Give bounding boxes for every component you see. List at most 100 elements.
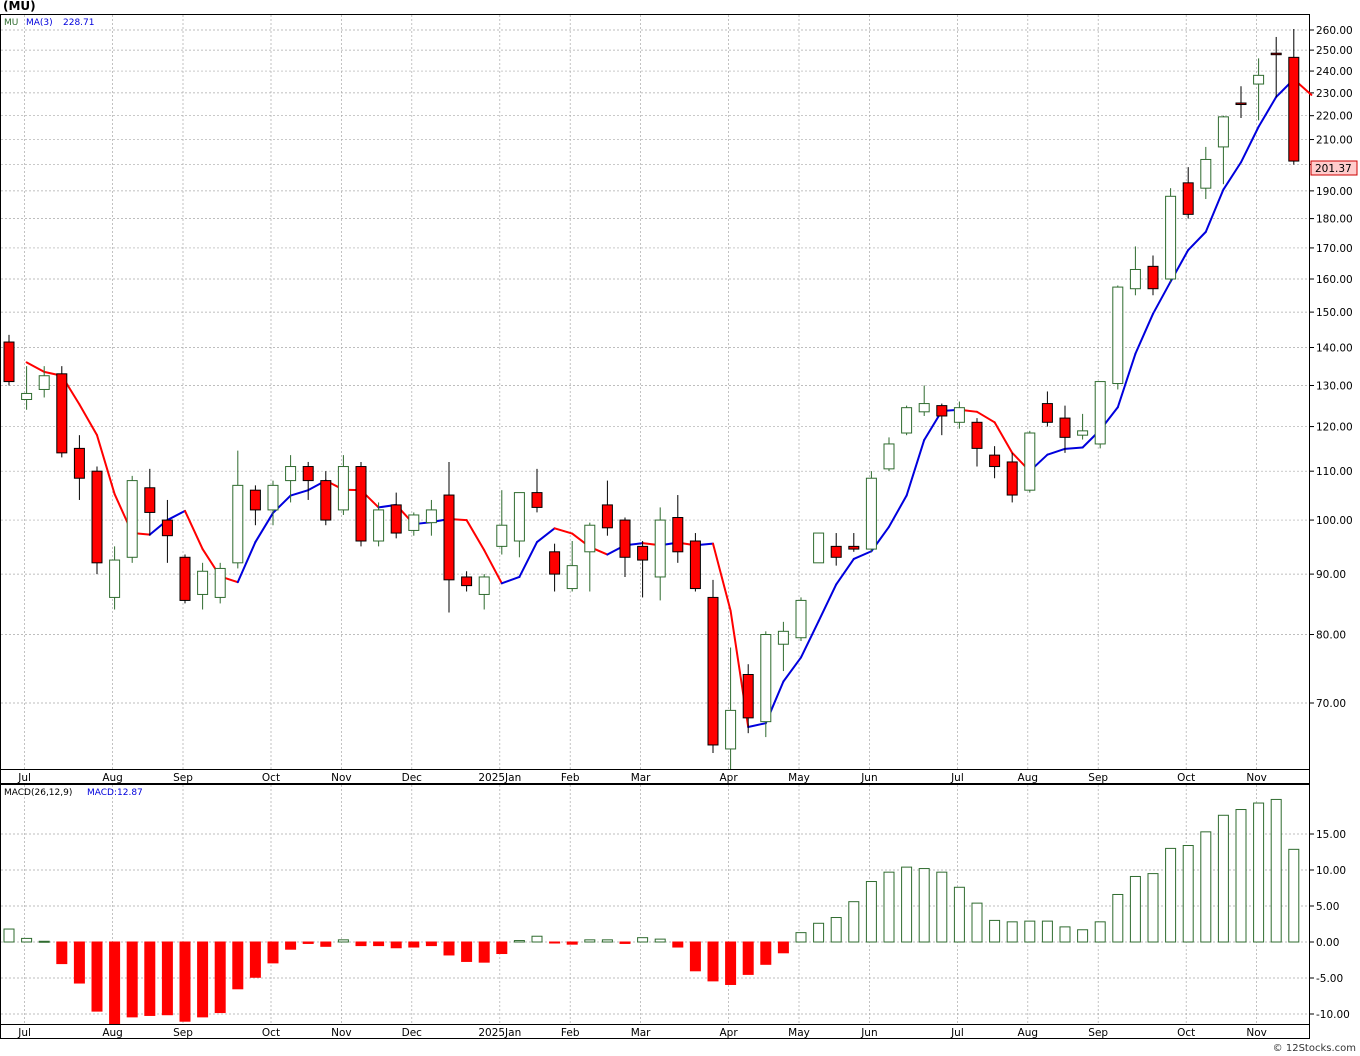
macd-tick-label: 0.00 [1316, 937, 1339, 949]
ma3-segment [500, 575, 521, 585]
ma3-segment [1134, 312, 1154, 355]
price-month-axis: Jul Aug Sep Oct Nov Dec 2025Jan Feb Mar Apr May Jun… [17, 772, 1267, 784]
month-label: 2025Jan [478, 1027, 521, 1039]
price-tick-label: 140.00 [1316, 342, 1353, 354]
month-label: May [788, 772, 810, 784]
candle-body [425, 509, 437, 524]
candle [249, 485, 261, 526]
macd-bar [566, 941, 578, 945]
price-tick-label: 240.00 [1316, 66, 1353, 78]
candle [777, 621, 789, 672]
candle [38, 366, 50, 398]
candle [1270, 36, 1282, 98]
candle [1182, 167, 1194, 219]
candle-body [619, 519, 631, 558]
ma3-segment [800, 620, 820, 659]
macd-bar [161, 941, 173, 1016]
macd-bar [637, 937, 649, 943]
candle [21, 366, 33, 410]
month-label: Apr [720, 1027, 739, 1039]
candle-body [971, 421, 983, 449]
candle [549, 543, 561, 592]
candle-body [1270, 52, 1282, 56]
candle [1217, 115, 1229, 185]
candle-body [1182, 182, 1194, 215]
macd-bar [883, 871, 895, 943]
month-label: May [788, 1027, 810, 1039]
macd-bar [38, 940, 50, 943]
ma3-segment [96, 434, 116, 496]
candle-body [302, 466, 314, 482]
macd-bar [936, 871, 948, 943]
candle [883, 437, 895, 472]
candle [1129, 246, 1141, 296]
ma3-segment [993, 421, 1014, 454]
month-label: Sep [1088, 772, 1108, 784]
candle-body [1147, 265, 1159, 290]
month-label: Aug [1018, 772, 1039, 784]
site-credit: © 12Stocks.com [1272, 1043, 1356, 1054]
candle [830, 533, 842, 566]
macd-bar [1129, 875, 1141, 943]
macd-bar [1217, 814, 1229, 943]
candle-body [901, 407, 913, 434]
ma3-segment [976, 410, 996, 424]
candle [144, 468, 156, 536]
candle-body [390, 504, 402, 534]
macd-panel: 15.00 10.00 5.00 0.00 -5.00 -10.00 MACD(26,12… [0, 784, 1350, 1026]
candle-body [320, 480, 332, 521]
candle-body [795, 599, 807, 639]
month-label: Nov [1246, 772, 1267, 784]
candle-body [144, 487, 156, 513]
candle-body [337, 466, 349, 511]
ma3-segment [483, 549, 503, 585]
macd-bar [197, 941, 209, 1018]
month-label: Jul [950, 1027, 964, 1039]
macd-bar [795, 932, 807, 943]
price-tick-label: 180.00 [1316, 214, 1353, 226]
candle-body [848, 545, 860, 550]
candle-body [21, 392, 33, 401]
candle-body [989, 454, 1001, 468]
candle-body [1200, 158, 1212, 189]
month-label: Jul [950, 772, 964, 784]
candle-body [443, 494, 455, 581]
macd-bar [760, 941, 772, 965]
candle-body [654, 519, 666, 578]
price-legend-ma-value: 228.71 [63, 18, 95, 28]
macd-bar [777, 941, 789, 954]
macd-tick-label: 5.00 [1316, 901, 1339, 913]
candle [707, 579, 719, 753]
ma3-segment [1240, 125, 1260, 164]
candle [1288, 29, 1300, 165]
month-label: Nov [331, 772, 352, 784]
macd-bar [1270, 798, 1282, 943]
ma3-segment [1046, 447, 1066, 456]
macd-bar [21, 937, 33, 943]
ma3-segment [712, 542, 732, 612]
candle-body [1217, 116, 1229, 148]
month-label: 2025Jan [478, 772, 521, 784]
candle-body [461, 576, 473, 587]
month-label: Dec [402, 1027, 423, 1039]
candle-body [1059, 417, 1071, 438]
candle-body [38, 375, 50, 390]
macd-bar [302, 941, 314, 944]
macd-bar [1253, 802, 1265, 943]
candle-body [3, 341, 15, 383]
candle [373, 502, 385, 547]
candle [953, 401, 965, 429]
candle-body [73, 447, 85, 479]
macd-bar [1147, 873, 1159, 943]
macd-legend-value: MACD:12.87 [87, 788, 143, 798]
month-label: Jun [860, 1027, 877, 1039]
macd-bar [619, 941, 631, 944]
macd-bar [1059, 926, 1071, 943]
macd-bar [707, 941, 719, 982]
candle [601, 480, 613, 536]
macd-bar [337, 939, 349, 943]
ma3-segment [888, 494, 908, 528]
macd-bar [1006, 921, 1018, 943]
macd-bar [813, 922, 825, 943]
candle-body [531, 492, 543, 508]
